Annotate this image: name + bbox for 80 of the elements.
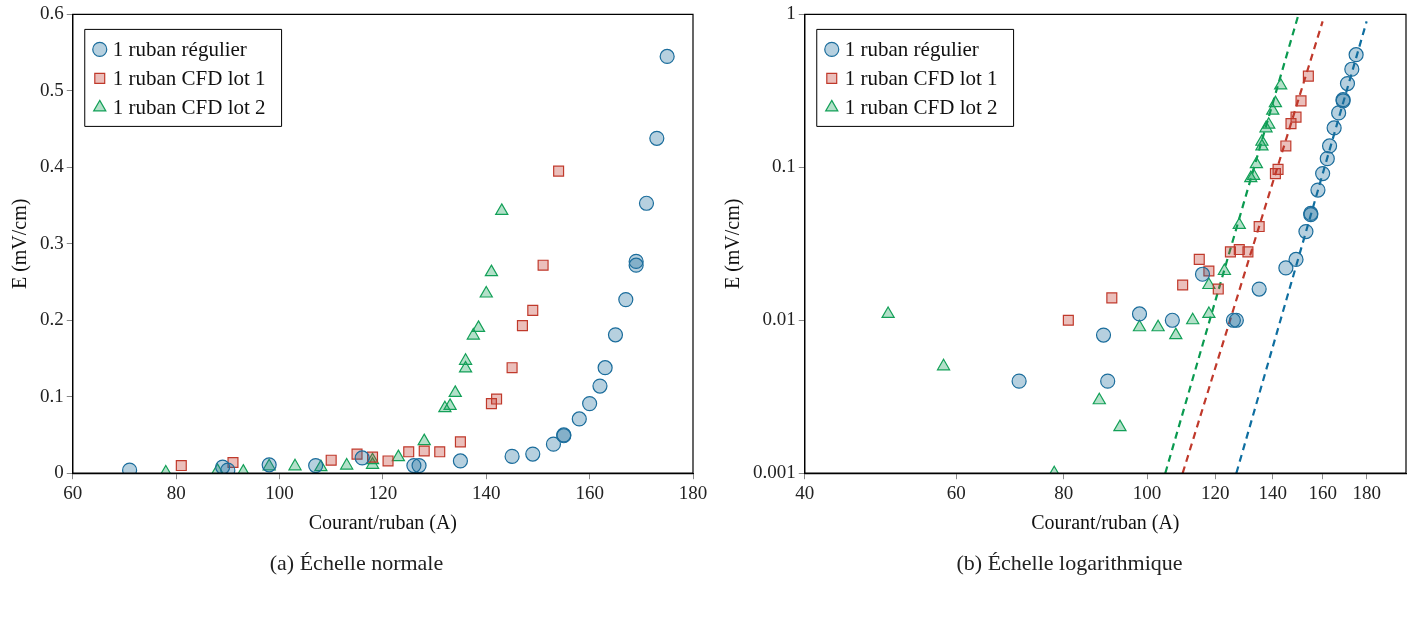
point [454,436,466,448]
point [495,203,509,216]
x-tick-label: 60 [946,481,966,503]
point [571,411,587,427]
x-tick-label: 40 [795,481,815,503]
point [582,396,598,412]
point [175,460,187,472]
x-tick-label: 100 [265,481,294,503]
y-tick-label: 0.1 [772,155,796,177]
point [479,285,493,298]
legend-label: 1 ruban CFD lot 1 [112,65,266,90]
point [308,457,324,474]
x-tick-label: 80 [1054,481,1074,503]
point [545,436,562,452]
x-tick-label: 120 [368,481,398,503]
y-tick-label: 0.001 [753,461,796,483]
point [418,445,430,457]
point [403,446,415,458]
x-tick-label: 120 [1200,481,1230,503]
y-tick-label: 0.4 [40,155,65,177]
point [448,385,462,398]
y-axis-title: E (mV/cm) [8,198,32,290]
y-tick-label: 0.6 [40,2,64,24]
x-tick-label: 60 [63,481,83,503]
x-tick-label: 100 [1132,481,1162,503]
y-tick-label: 0.01 [762,308,796,330]
point [553,165,565,177]
point [417,433,431,446]
legend-label: 1 ruban régulier [844,36,979,61]
point [340,457,354,470]
point [504,448,520,464]
point [537,259,549,271]
x-tick-label: 80 [166,481,186,503]
x-tick-label: 160 [1308,481,1337,503]
legend-label: 1 ruban CFD lot 1 [844,65,998,90]
point [516,320,528,332]
point [607,327,624,343]
point [466,327,480,340]
point [434,446,446,458]
x-tick-label: 140 [472,481,501,503]
text: (b) Échelle logarithmique [955,550,1184,576]
point [484,264,499,277]
y-tick-label: 0.3 [40,231,64,253]
y-tick-label: 0 [54,461,64,483]
point [618,292,634,308]
point [452,453,469,469]
point [471,320,486,333]
point [638,195,655,211]
point [649,130,665,146]
point [659,48,675,65]
x-tick-label: 160 [575,481,604,503]
x-tick-label: 140 [1258,481,1287,503]
point [525,446,541,462]
point [325,454,337,466]
y-tick-label: 1 [786,2,796,24]
point [527,304,539,316]
point [597,360,613,376]
x-axis-title: Courant/ruban (A) [1031,511,1180,535]
x-tick-label: 180 [678,481,708,503]
point [354,450,370,466]
legend-label: 1 ruban régulier [112,36,247,61]
text: (a) Échelle normale [268,550,445,576]
point [458,353,473,365]
x-axis-title: Courant/ruban (A) [308,511,458,535]
point [391,449,406,462]
point [491,393,503,405]
point [288,458,302,471]
y-tick-label: 0.2 [40,308,64,330]
legend-label: 1 ruban CFD lot 2 [112,94,266,119]
point [443,398,457,411]
point [382,455,394,467]
y-tick-label: 0.5 [40,78,64,100]
x-tick-label: 180 [1352,481,1381,503]
point [628,257,644,273]
legend-label: 1 ruban CFD lot 2 [844,94,998,119]
point [506,362,518,374]
point [592,378,608,394]
y-tick-label: 0.1 [40,384,64,406]
point [411,457,427,474]
y-axis-title: E (mV/cm) [721,198,745,290]
